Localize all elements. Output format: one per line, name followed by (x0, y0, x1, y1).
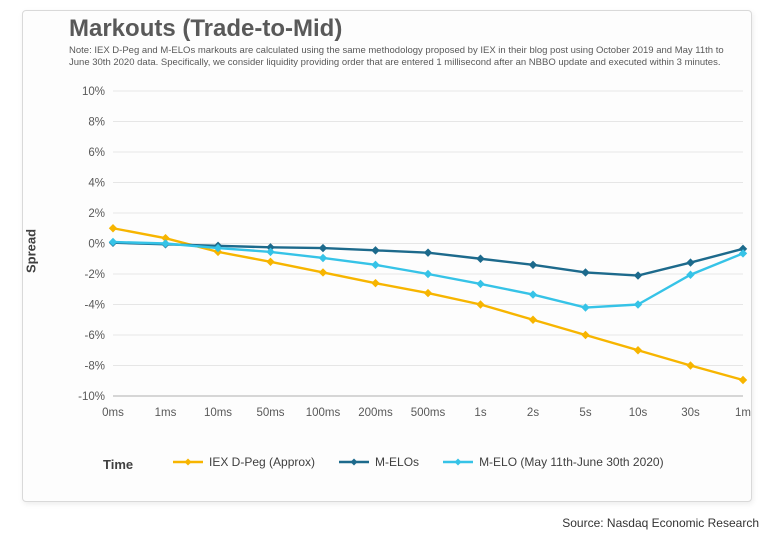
series-marker (530, 261, 537, 268)
y-tick: 0% (88, 239, 105, 251)
series-marker (267, 248, 274, 255)
y-tick: -8% (85, 361, 105, 373)
chart-title: Markouts (Trade-to-Mid) (69, 15, 342, 43)
legend-swatch-icon (443, 456, 473, 468)
series-marker (267, 258, 274, 265)
series-marker (635, 347, 642, 354)
chart-note: Note: IEX D-Peg and M-ELOs markouts are … (69, 45, 727, 69)
series-marker (530, 316, 537, 323)
legend-swatch-icon (339, 456, 369, 468)
x-tick: 1s (474, 407, 486, 419)
series-marker (687, 259, 694, 266)
series-marker (740, 376, 747, 383)
y-tick: 10% (82, 86, 105, 98)
legend: IEX D-Peg (Approx) M-ELOs M-ELO (May 11th-… (173, 453, 733, 471)
chart-frame: Markouts (Trade-to-Mid) Note: IEX D-Peg … (0, 0, 777, 534)
y-tick: -10% (78, 391, 105, 403)
source-text: Source: Nasdaq Economic Research (562, 516, 759, 530)
legend-item: M-ELO (May 11th-June 30th 2020) (443, 455, 664, 469)
series-marker (582, 269, 589, 276)
plot-area: -10% -8% -6% -4% -2% 0% 2% 4% 6% 8% 10% 0ms 1ms 10ms 5… (73, 86, 761, 436)
x-axis-label: Time (103, 457, 133, 472)
x-tick: 500ms (411, 407, 446, 419)
series-marker (635, 272, 642, 279)
legend-label: M-ELO (May 11th-June 30th 2020) (479, 455, 664, 469)
x-tick: 100ms (306, 407, 341, 419)
y-tick: 2% (88, 208, 105, 220)
legend-item: IEX D-Peg (Approx) (173, 455, 315, 469)
series-marker (320, 269, 327, 276)
y-tick: -4% (85, 300, 105, 312)
y-tick: 4% (88, 178, 105, 190)
chart-card: Markouts (Trade-to-Mid) Note: IEX D-Peg … (22, 10, 752, 502)
x-tick: 5s (579, 407, 591, 419)
series-marker (477, 301, 484, 308)
series-marker (372, 247, 379, 254)
series-marker (425, 271, 432, 278)
legend-swatch-icon (173, 456, 203, 468)
series-marker (530, 291, 537, 298)
y-tick: 6% (88, 147, 105, 159)
series-marker (477, 255, 484, 262)
y-tick: 8% (88, 117, 105, 129)
series-marker (740, 250, 747, 257)
y-tick: -6% (85, 330, 105, 342)
series-marker (320, 245, 327, 252)
x-tick: 1ms (155, 407, 177, 419)
chart-svg: -10% -8% -6% -4% -2% 0% 2% 4% 6% 8% 10% 0ms 1ms 10ms 5… (73, 86, 761, 436)
series-marker (110, 225, 117, 232)
series-marker (372, 280, 379, 287)
legend-item: M-ELOs (339, 455, 419, 469)
series-marker (425, 249, 432, 256)
series-marker (425, 290, 432, 297)
y-axis-label: Spread (24, 229, 39, 273)
legend-label: M-ELOs (375, 455, 419, 469)
series-marker (582, 332, 589, 339)
y-tick: -2% (85, 269, 105, 281)
x-tick: 30s (681, 407, 700, 419)
series-marker (687, 362, 694, 369)
x-tick: 10s (629, 407, 648, 419)
x-tick: 1m (735, 407, 751, 419)
series-marker (582, 304, 589, 311)
x-tick: 200ms (358, 407, 393, 419)
x-tick: 10ms (204, 407, 232, 419)
x-tick: 0ms (102, 407, 124, 419)
legend-label: IEX D-Peg (Approx) (209, 455, 315, 469)
series-marker (372, 261, 379, 268)
x-tick: 50ms (256, 407, 284, 419)
series-marker (477, 280, 484, 287)
series-marker (320, 254, 327, 261)
x-tick: 2s (527, 407, 539, 419)
